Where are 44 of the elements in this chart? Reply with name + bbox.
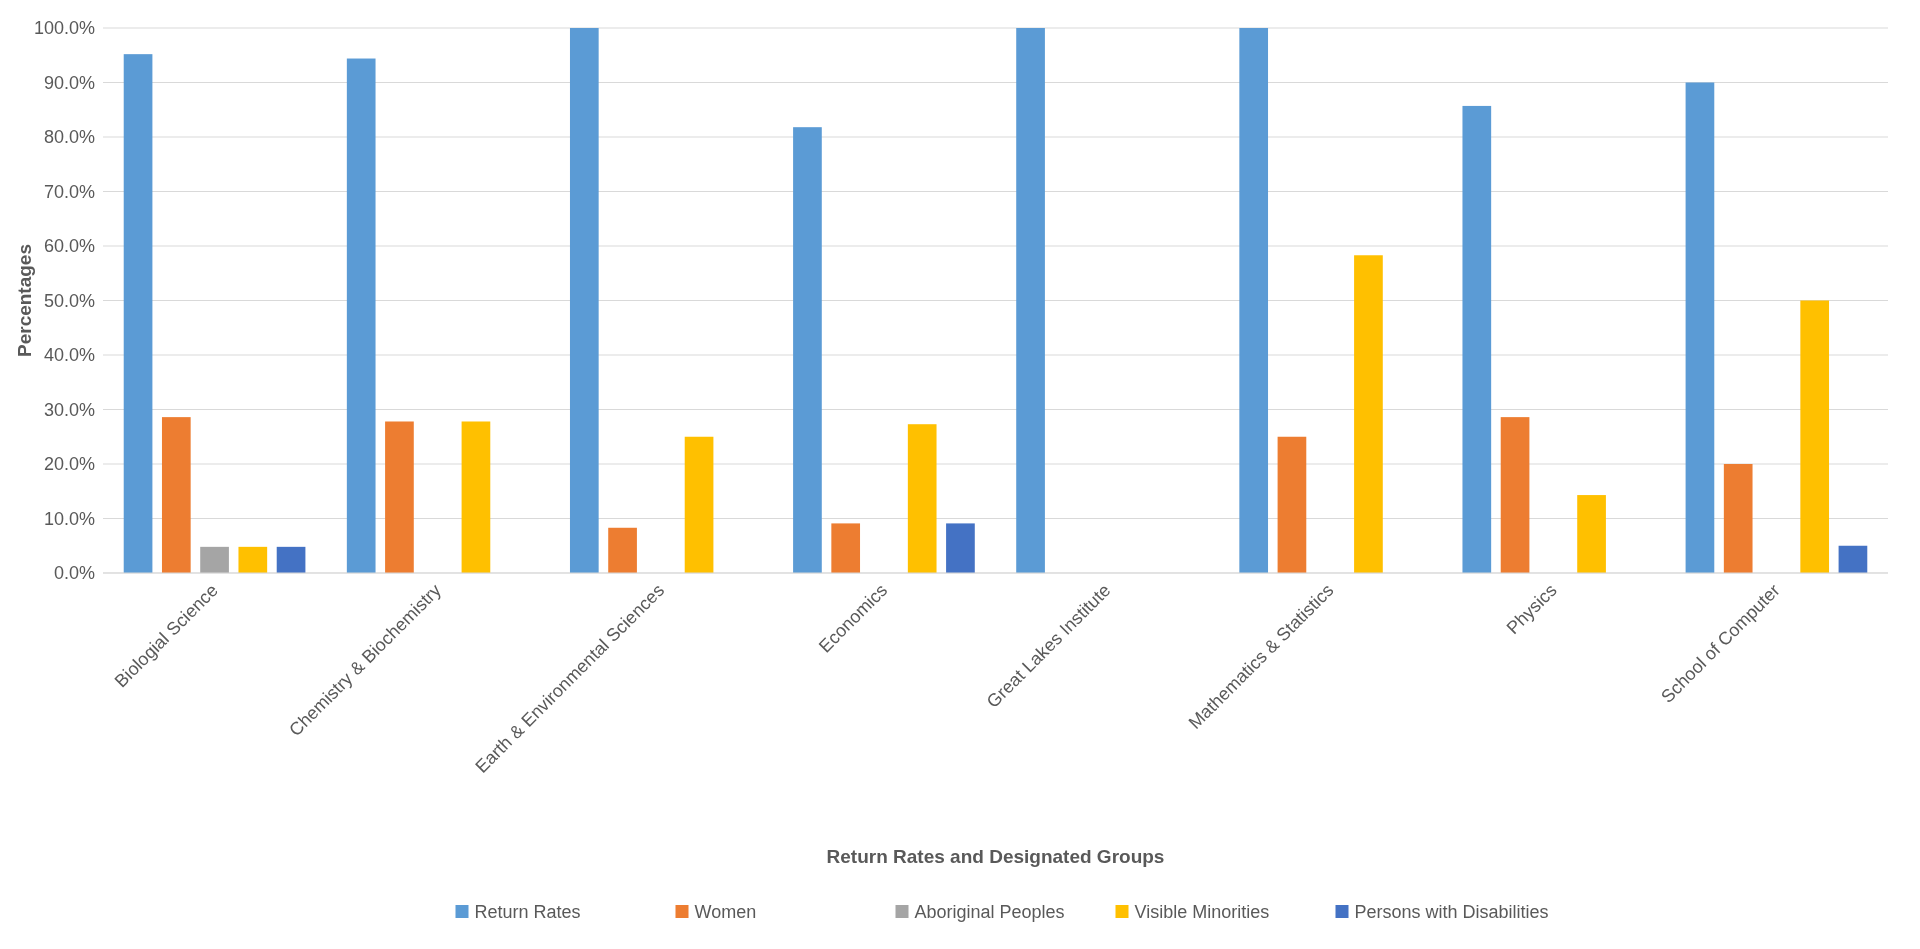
bar — [238, 546, 268, 573]
bar — [1277, 436, 1307, 573]
y-tick-label: 100.0% — [33, 18, 95, 39]
bar — [684, 436, 714, 573]
bar — [907, 424, 937, 573]
bar — [276, 546, 306, 573]
bar — [1239, 28, 1269, 573]
bar — [1800, 300, 1830, 573]
bar — [1462, 105, 1492, 573]
y-tick-label: 30.0% — [43, 399, 95, 420]
legend-label: Women — [694, 902, 757, 922]
legend-label: Aboriginal Peoples — [914, 902, 1065, 922]
bar — [161, 417, 191, 573]
legend-label: Persons with Disabilities — [1354, 902, 1549, 922]
y-tick-label: 80.0% — [43, 127, 95, 148]
bar — [608, 527, 637, 573]
bar — [1577, 495, 1606, 573]
bar — [793, 127, 822, 573]
y-tick-label: 90.0% — [43, 72, 95, 93]
bar — [1500, 417, 1530, 573]
legend-label: Return Rates — [474, 902, 581, 922]
y-tick-label: 20.0% — [43, 454, 95, 475]
y-tick-label: 0.0% — [53, 563, 95, 584]
bar — [1838, 545, 1868, 573]
bar — [569, 28, 599, 573]
bar — [385, 421, 414, 573]
bar — [1685, 82, 1715, 573]
y-tick-label: 60.0% — [43, 236, 95, 257]
bar — [461, 421, 491, 573]
bar — [123, 54, 153, 573]
bar — [1016, 28, 1045, 573]
bar — [346, 58, 376, 573]
bar — [1723, 464, 1753, 573]
y-tick-label: 70.0% — [43, 181, 95, 202]
bar — [831, 523, 861, 573]
y-tick-label: 50.0% — [43, 290, 95, 311]
bar — [946, 523, 975, 573]
legend-label: Visible Minorities — [1134, 902, 1270, 922]
y-tick-label: 40.0% — [43, 345, 95, 366]
bar — [1354, 255, 1383, 573]
x-axis-title: Return Rates and Designated Groups — [826, 846, 1165, 867]
bar — [200, 546, 229, 573]
y-tick-label: 10.0% — [43, 508, 95, 529]
y-axis-title: Percentages — [14, 243, 35, 358]
